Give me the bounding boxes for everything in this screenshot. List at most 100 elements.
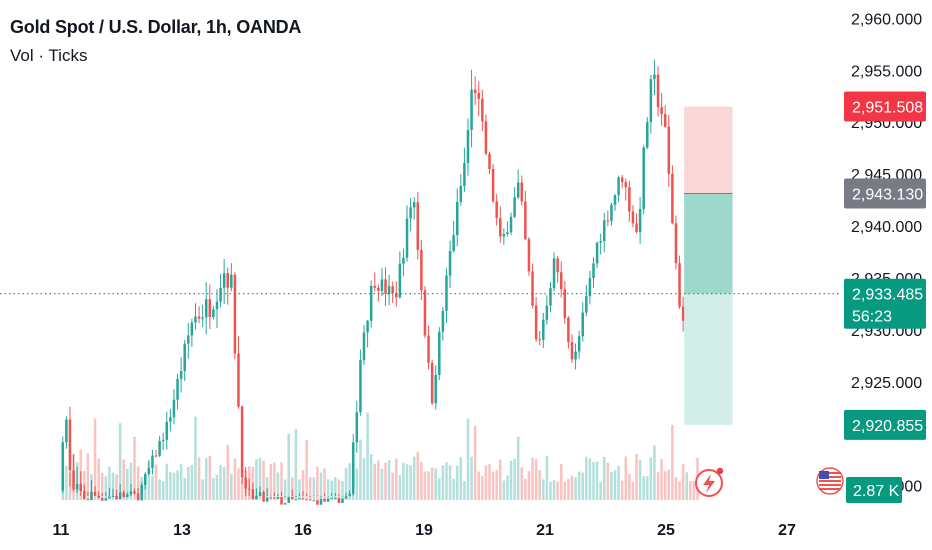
volume-bar <box>273 462 276 500</box>
volume-bar <box>190 464 194 500</box>
profit-zone-filled[interactable] <box>684 193 733 294</box>
volume-bar <box>215 474 219 500</box>
volume-bar <box>169 472 172 500</box>
volume-bar <box>599 481 602 500</box>
price-price-badge[interactable] <box>844 278 926 329</box>
volume-value-label: 2.87 K <box>853 483 900 500</box>
volume-bar <box>653 445 656 500</box>
volume-bar <box>133 436 136 500</box>
volume-bar <box>344 468 348 500</box>
candle-body <box>108 496 111 499</box>
volume-bar <box>208 456 212 500</box>
volume-bar <box>524 478 527 500</box>
volume-bar <box>438 478 441 500</box>
candle-body <box>653 74 656 80</box>
candle-body <box>369 285 373 321</box>
candle-body <box>366 320 369 333</box>
candle-body <box>577 336 581 352</box>
us-flag-icon[interactable] <box>816 467 844 495</box>
candle-body <box>126 494 129 498</box>
candle-body <box>316 500 319 505</box>
candle-body <box>133 491 136 494</box>
candle-body <box>244 477 247 489</box>
candle-body <box>391 286 394 293</box>
x-tick-label: 11 <box>53 522 70 539</box>
volume-bar <box>201 479 204 500</box>
candle-body <box>395 292 398 298</box>
candle-body <box>276 497 280 499</box>
volume-badge[interactable] <box>846 477 902 503</box>
volume-bar <box>154 464 158 500</box>
entry-price-badge[interactable] <box>844 178 926 209</box>
candle-body <box>499 218 502 237</box>
take-profit-zone[interactable] <box>684 293 733 425</box>
candle-body <box>620 177 624 183</box>
volume-bar <box>316 466 319 500</box>
volume-bar <box>423 471 427 500</box>
candle-body <box>481 98 484 122</box>
candle-body <box>463 162 466 187</box>
volume-bar <box>144 481 147 500</box>
volume-bar <box>262 460 265 500</box>
volume-bar <box>692 480 696 500</box>
candle-body <box>488 153 491 170</box>
target-price-badge[interactable] <box>844 409 926 440</box>
volume-bar <box>527 471 531 500</box>
candle-body <box>531 271 534 306</box>
candle-body <box>642 147 645 210</box>
candle-body <box>552 258 556 289</box>
stop-loss-zone[interactable] <box>684 106 733 194</box>
volume-bar <box>97 458 100 500</box>
volume-bar <box>552 480 556 500</box>
volume-bar <box>291 477 294 500</box>
volume-bar <box>499 459 502 500</box>
volume-bar <box>111 472 115 500</box>
volume-bar <box>602 456 606 500</box>
volume-bar <box>212 478 215 500</box>
symbol-title[interactable]: Gold Spot / U.S. Dollar, 1h, OANDA <box>10 17 302 37</box>
candle-body <box>129 491 133 495</box>
candle-body <box>671 173 674 224</box>
candle-body <box>100 497 104 501</box>
stop-price-badge[interactable] <box>844 91 926 122</box>
candle-body <box>534 305 538 340</box>
volume-bar <box>567 478 570 500</box>
candle-body <box>585 296 588 313</box>
volume-bar <box>240 479 244 500</box>
volume-bar <box>276 472 280 500</box>
volume-bar <box>129 462 133 500</box>
candle-body <box>212 309 215 318</box>
candle-body <box>294 499 298 501</box>
candle-body <box>351 442 355 494</box>
volume-bar <box>151 476 154 500</box>
volume-bar <box>681 464 685 500</box>
candle-body <box>563 289 567 318</box>
volume-bar <box>176 470 179 500</box>
volume-bar <box>341 481 344 500</box>
volume-bar <box>642 476 645 500</box>
volume-bar <box>678 481 681 500</box>
candle-body <box>595 242 599 264</box>
candle-body <box>154 455 158 457</box>
volume-bar <box>280 462 283 500</box>
candle-body <box>83 491 86 499</box>
volume-indicator-label[interactable]: Vol · Ticks <box>10 46 88 65</box>
candle-body <box>169 417 172 422</box>
volume-bar <box>287 433 290 500</box>
candle-body <box>258 492 262 496</box>
volume-bar <box>298 479 301 500</box>
candle-body <box>269 497 273 499</box>
volume-bar <box>570 475 574 500</box>
candle-body <box>545 305 549 320</box>
volume-bar <box>559 463 563 500</box>
x-tick-label: 25 <box>657 522 675 539</box>
volume-bar <box>663 471 667 500</box>
volume-bar <box>617 465 620 500</box>
price-price-label: 2,933.485 <box>852 287 923 304</box>
candle-body <box>448 251 452 276</box>
lightning-icon[interactable] <box>695 467 724 497</box>
candle-body <box>251 489 255 500</box>
volume-bar <box>466 418 470 500</box>
